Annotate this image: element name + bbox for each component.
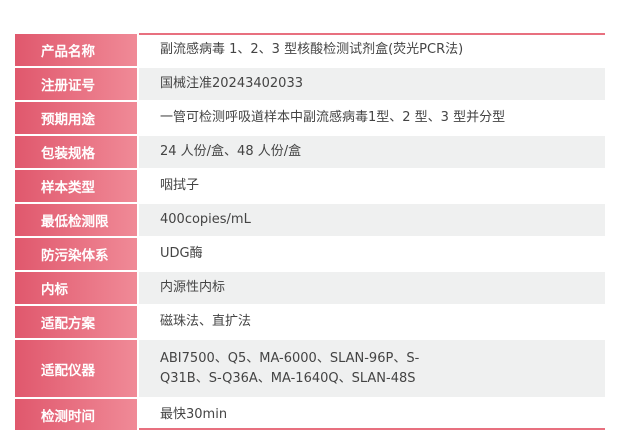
product-spec-table: 产品名称 副流感病毒 1、2、3 型核酸检测试剂盒(荧光PCR法) 注册证号 国械注准…: [15, 34, 605, 432]
table-row: 包装规格 24 人份/盒、48 人份/盒: [15, 136, 605, 168]
row-value: 内源性内标: [139, 272, 605, 304]
table-row: 适配仪器 ABI7500、Q5、MA-6000、SLAN-96P、S-Q31B、S…: [15, 340, 605, 397]
table-row: 最低检测限 400copies/mL: [15, 204, 605, 236]
table-row: 注册证号 国械注准20243402033: [15, 68, 605, 100]
row-label: 包装规格: [15, 136, 137, 168]
row-label: 产品名称: [15, 34, 137, 66]
table-row: 适配方案 磁珠法、直扩法: [15, 306, 605, 338]
bottom-accent-line: [139, 428, 605, 430]
table-row: 内标 内源性内标: [15, 272, 605, 304]
row-value: 咽拭子: [160, 178, 200, 193]
row-label: 样本类型: [15, 170, 137, 202]
table-row: 预期用途 一管可检测呼吸道样本中副流感病毒1型、2 型、3 型并分型: [15, 102, 605, 134]
row-label: 适配仪器: [15, 340, 137, 397]
row-label: 检测时间: [15, 399, 137, 430]
row-label: 预期用途: [15, 102, 137, 134]
top-accent-line: [139, 33, 605, 35]
table-row: 产品名称 副流感病毒 1、2、3 型核酸检测试剂盒(荧光PCR法): [15, 34, 605, 66]
row-value: 24 人份/盒、48 人份/盒: [139, 136, 605, 168]
row-label: 注册证号: [15, 68, 137, 100]
row-value: 磁珠法、直扩法: [160, 314, 252, 329]
row-value: 副流感病毒 1、2、3 型核酸检测试剂盒(荧光PCR法): [160, 42, 464, 57]
row-label: 最低检测限: [15, 204, 137, 236]
row-value: 最快30min: [160, 406, 228, 422]
table-row: 样本类型 咽拭子: [15, 170, 605, 202]
row-label: 内标: [15, 272, 137, 304]
row-value: 400copies/mL: [139, 204, 605, 236]
row-value: 一管可检测呼吸道样本中副流感病毒1型、2 型、3 型并分型: [160, 110, 506, 125]
row-value: UDG酶: [160, 246, 203, 261]
table-row: 防污染体系 UDG酶: [15, 238, 605, 270]
row-label: 适配方案: [15, 306, 137, 338]
row-value: ABI7500、Q5、MA-6000、SLAN-96P、S-Q31B、S-Q36…: [139, 340, 605, 397]
table-row: 检测时间 最快30min: [15, 399, 605, 430]
row-value: 国械注准20243402033: [139, 68, 605, 100]
row-label: 防污染体系: [15, 238, 137, 270]
